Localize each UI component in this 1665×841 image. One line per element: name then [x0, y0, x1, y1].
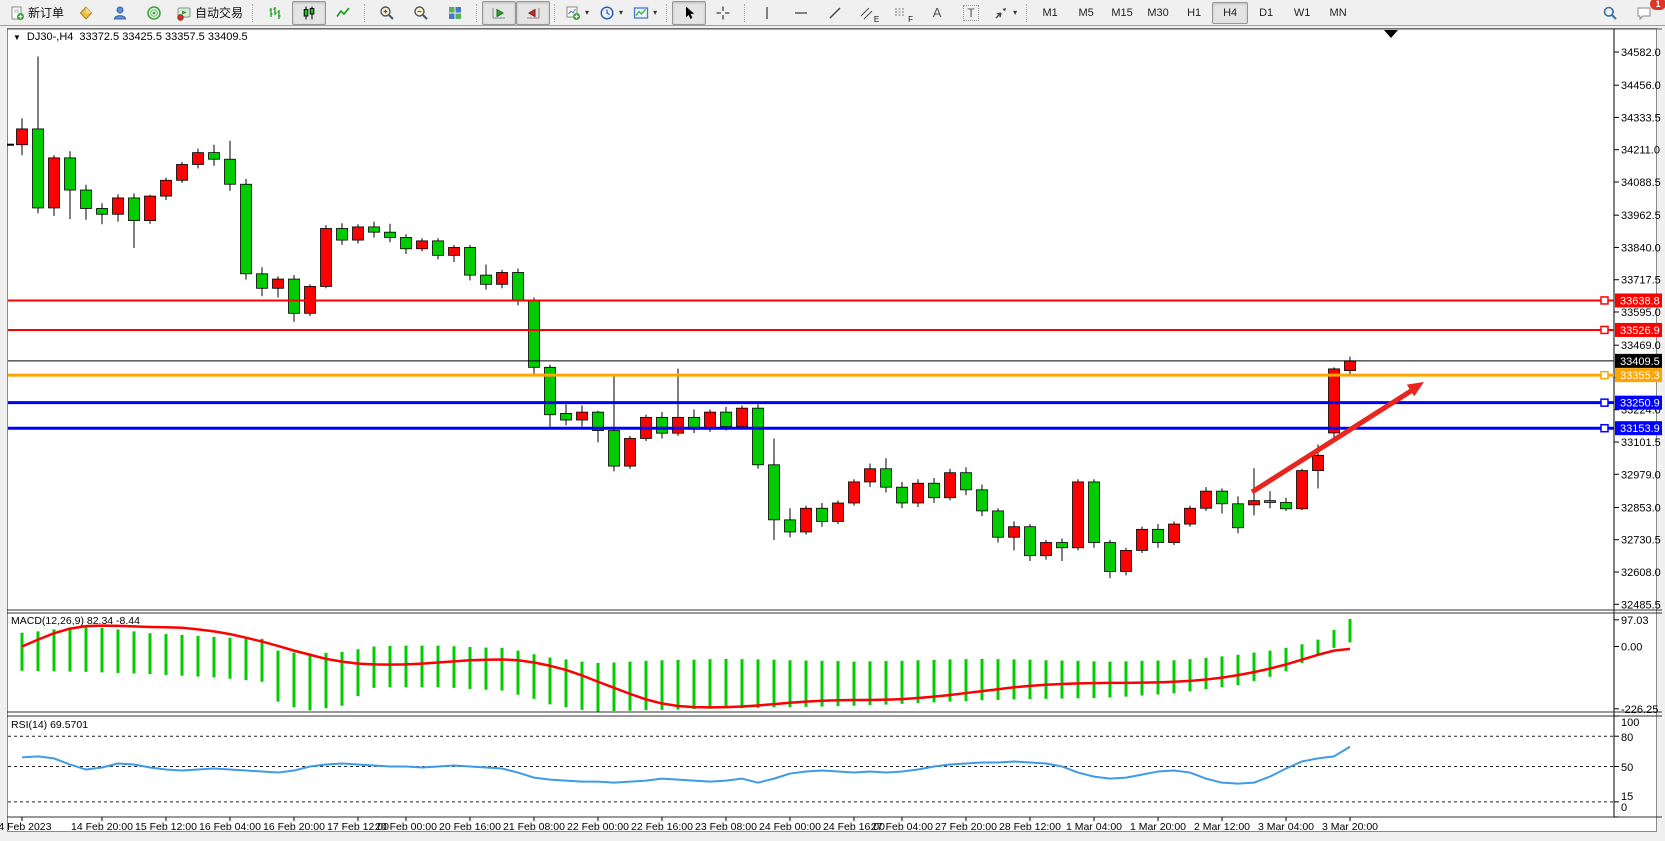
macd-indicator-label: MACD(12,26,9) 82.34 -8.44 [11, 615, 140, 627]
autotrading-label: 自动交易 [195, 6, 244, 20]
chevron-down-icon: ▾ [619, 8, 624, 17]
crosshair-button[interactable] [706, 1, 740, 25]
chat-bubble-icon [1637, 7, 1651, 20]
rsi-indicator-label: RSI(14) 69.5701 [11, 719, 89, 731]
main-toolbar: 新订单 自动交易 ▾ ▾ [0, 0, 1665, 26]
autoscroll-button[interactable] [482, 0, 517, 25]
timeframe-m1-button[interactable]: M1 [1032, 2, 1068, 24]
zoom-out-icon [414, 5, 428, 20]
toolbar-separator [1026, 3, 1028, 22]
toolbar-separator [554, 3, 556, 22]
timeframe-label: W1 [1293, 6, 1311, 19]
timeframe-label: H4 [1223, 6, 1238, 19]
tile-windows-button[interactable] [438, 1, 472, 25]
channel-icon [860, 7, 873, 19]
new-order-button[interactable]: 新订单 [4, 1, 69, 25]
candlestick-chart-icon [303, 6, 315, 19]
timeframe-m30-button[interactable]: M30 [1140, 2, 1176, 24]
timeframe-label: M15 [1111, 6, 1133, 19]
chevron-down-icon: ▾ [1013, 8, 1018, 17]
templates-button[interactable]: ▾ [628, 1, 662, 25]
timeframe-label: H1 [1187, 6, 1202, 19]
timeframe-label: M1 [1042, 6, 1058, 19]
chevron-down-icon: ▾ [653, 8, 658, 17]
crosshair-icon [716, 6, 730, 19]
toolbar-separator [666, 3, 668, 22]
trendline-icon [829, 7, 841, 18]
text-label-icon: T [963, 4, 979, 21]
timeframe-d1-button[interactable]: D1 [1248, 2, 1284, 24]
arrows-button[interactable]: ▾ [988, 1, 1022, 25]
arrows-icon [995, 7, 1007, 18]
cursor-button[interactable] [672, 0, 707, 25]
timeframe-mn-button[interactable]: MN [1320, 2, 1356, 24]
candlestick-chart-button[interactable] [292, 0, 327, 25]
symbols-button[interactable] [69, 1, 103, 25]
chart-ohlc-values: 33372.5 33425.5 33357.5 33409.5 [79, 31, 248, 43]
periods-button[interactable]: ▾ [594, 1, 628, 25]
line-chart-button[interactable] [326, 1, 360, 25]
fibonacci-button[interactable]: F [886, 1, 920, 25]
timeframe-m5-button[interactable]: M5 [1068, 2, 1104, 24]
new-chart-icon [566, 6, 581, 20]
text-icon: A [932, 5, 942, 20]
chart-window[interactable] [7, 28, 1657, 832]
new-order-icon [11, 6, 24, 20]
chart-shift-button[interactable] [516, 0, 551, 25]
timeframe-label: MN [1329, 6, 1347, 19]
toolbar-separator [744, 3, 746, 22]
vertical-line-button[interactable] [750, 1, 784, 25]
autoscroll-icon [492, 7, 506, 18]
toolbar-separator [476, 3, 478, 22]
autotrading-icon [177, 7, 191, 21]
radar-icon [147, 5, 161, 20]
fibonacci-icon [895, 8, 906, 15]
toolbar-separator [252, 3, 254, 22]
bar-chart-button[interactable] [258, 1, 292, 25]
person-icon [114, 6, 127, 19]
timeframe-label: M30 [1147, 6, 1169, 19]
channel-letter: E [873, 14, 880, 24]
signals-button[interactable] [137, 1, 171, 25]
zoom-in-button[interactable] [370, 1, 404, 25]
gold-diamond-icon [79, 5, 93, 20]
symbol-dropdown-icon[interactable]: ▼ [13, 32, 21, 42]
line-chart-icon [336, 7, 350, 17]
zoom-out-button[interactable] [404, 1, 438, 25]
fibo-letter: F [908, 14, 914, 24]
text-label-button[interactable]: T [954, 1, 988, 25]
bar-chart-icon [269, 6, 281, 19]
search-icon [1603, 6, 1617, 20]
text-button[interactable]: A [920, 1, 954, 25]
vertical-line-icon [766, 6, 768, 19]
template-icon [633, 6, 649, 19]
zoom-in-icon [380, 5, 394, 20]
cursor-icon [686, 6, 695, 19]
equidistant-channel-button[interactable]: E [852, 1, 886, 25]
timeframe-label: D1 [1259, 6, 1274, 19]
autotrading-button[interactable]: 自动交易 [171, 1, 248, 25]
tile-windows-icon [449, 6, 462, 19]
chevron-down-icon: ▾ [585, 8, 590, 17]
horizontal-line-icon [795, 11, 808, 14]
new-order-label: 新订单 [28, 6, 65, 20]
toolbar-separator [364, 3, 366, 22]
chart-symbol-period: DJ30-,H4 [26, 31, 74, 43]
search-button[interactable] [1593, 1, 1627, 25]
market-watch-button[interactable] [103, 1, 137, 25]
timeframe-label: M5 [1078, 6, 1094, 19]
chat-badge: 1 [1650, 0, 1665, 10]
timeframe-w1-button[interactable]: W1 [1284, 2, 1320, 24]
timeframe-h4-button[interactable]: H4 [1212, 1, 1249, 24]
timeframe-m15-button[interactable]: M15 [1104, 2, 1140, 24]
timeframe-h1-button[interactable]: H1 [1176, 2, 1212, 24]
clock-icon [600, 5, 614, 20]
chart-shift-icon [527, 7, 540, 18]
horizontal-line-button[interactable] [784, 1, 818, 25]
chat-button[interactable]: 1 [1627, 0, 1665, 25]
chart-title-bar: ▼ DJ30-,H4 33372.5 33425.5 33357.5 33409… [13, 31, 248, 43]
trendline-button[interactable] [818, 1, 852, 25]
new-chart-button[interactable]: ▾ [560, 1, 594, 25]
